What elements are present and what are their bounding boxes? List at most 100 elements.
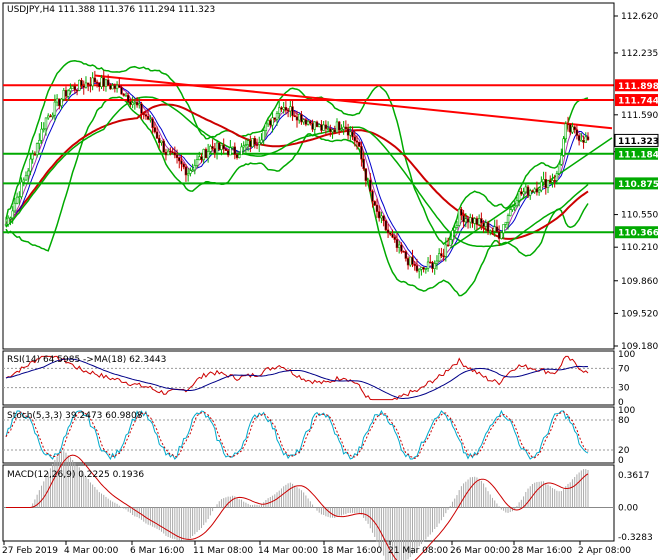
candle-body: [542, 179, 545, 183]
candle-body: [315, 121, 319, 127]
candle-body: [531, 190, 534, 193]
price-tick-label: 111.590: [621, 111, 658, 121]
candle-body: [411, 256, 414, 265]
candle-body: [377, 211, 381, 219]
candle-body: [269, 120, 272, 126]
candle-body: [60, 98, 63, 107]
rsi-panel[interactable]: [2, 350, 615, 406]
candle-body: [78, 79, 81, 91]
candle-body: [529, 190, 532, 196]
candle-body: [575, 129, 579, 136]
candle-body: [451, 230, 454, 240]
candle-body: [344, 126, 348, 130]
candle-body: [282, 107, 285, 110]
candle-body: [142, 113, 145, 115]
candle-body: [329, 128, 332, 133]
symbol-header: USDJPY,H4 111.388 111.376 111.294 111.32…: [7, 5, 215, 15]
stochastic-lines: [3, 409, 614, 461]
candle-body: [391, 234, 394, 238]
candle-body: [4, 223, 8, 226]
candle-body: [218, 142, 221, 150]
time-tick-label: 18 Mar 16:00: [322, 546, 382, 556]
stoch-k-line: [5, 409, 589, 461]
candle-body: [115, 84, 119, 89]
candle-body: [429, 261, 432, 264]
candle-body: [431, 262, 434, 269]
candle-body: [222, 144, 225, 150]
candle-body: [82, 85, 85, 88]
candle-body: [173, 152, 177, 156]
candle-body: [335, 121, 339, 133]
candle-body: [331, 129, 334, 133]
candle-body: [209, 146, 212, 152]
candle-body: [47, 115, 50, 119]
candle-body: [571, 126, 574, 133]
macd-tick-label: 0.00: [618, 504, 638, 514]
candle-body: [298, 114, 301, 121]
candle-body: [549, 180, 552, 183]
candle-body: [462, 215, 465, 223]
resistance-trendline: [94, 74, 613, 130]
candle-body: [346, 128, 350, 136]
candle-body: [442, 255, 445, 258]
candle-body: [551, 180, 554, 183]
level-tag-label: 110.366: [618, 229, 659, 239]
candle-body: [18, 196, 21, 198]
stochastic-panel[interactable]: [2, 406, 615, 464]
candle-body: [171, 151, 174, 154]
candle-body: [318, 124, 321, 127]
candle-body: [86, 82, 90, 85]
macd-axis: 0.3617 0.00 -0.3283: [618, 471, 653, 543]
candle-body: [475, 218, 479, 225]
candle-body: [404, 251, 408, 259]
candle-body: [444, 244, 448, 257]
candle-body: [204, 149, 208, 159]
candle-body: [342, 126, 345, 130]
candle-body: [193, 165, 197, 171]
candle-body: [238, 154, 241, 158]
candle-body: [149, 118, 152, 121]
price-tick-label: 109.860: [621, 277, 658, 287]
time-tick-label: 11 Mar 08:00: [193, 546, 253, 556]
candle-body: [95, 81, 99, 84]
candle-body: [242, 145, 245, 148]
candle-body: [140, 103, 143, 114]
candle-body: [320, 124, 323, 131]
candle-body: [486, 222, 490, 232]
candle-body: [409, 256, 412, 266]
candle-body: [440, 253, 443, 257]
candle-body: [389, 232, 392, 235]
candle-body: [353, 136, 356, 142]
candle-body: [324, 124, 328, 129]
candle-body: [517, 191, 521, 201]
candle-body: [413, 264, 416, 266]
candle-body: [564, 123, 567, 140]
candle-body: [106, 79, 110, 86]
candle-body: [306, 121, 310, 125]
candle-body: [189, 170, 192, 174]
time-tick-label: 2 Apr 08:00: [578, 546, 631, 556]
upper-band-line: [5, 60, 589, 246]
candle-body: [524, 186, 528, 193]
candle-body: [360, 146, 363, 160]
candle-body: [175, 154, 179, 158]
candle-body: [251, 138, 254, 147]
candle-body: [138, 103, 141, 106]
candle-body: [33, 153, 37, 156]
candle-body: [129, 101, 132, 105]
candle-body: [9, 217, 12, 220]
rsi-title: RSI(14) 64.5985 ->MA(18) 62.3443: [7, 355, 166, 365]
main-price-panel[interactable]: [2, 2, 615, 350]
candle-body: [397, 244, 401, 248]
candle-body: [489, 230, 492, 233]
candle-body: [224, 148, 228, 151]
candle-body: [420, 267, 423, 270]
candle-body: [15, 196, 19, 204]
current-price-bg: [614, 133, 659, 147]
candle-body: [109, 85, 112, 90]
candle-body: [27, 170, 30, 177]
candle-body: [526, 186, 530, 196]
candle-body: [473, 218, 476, 224]
candle-body: [80, 79, 83, 86]
